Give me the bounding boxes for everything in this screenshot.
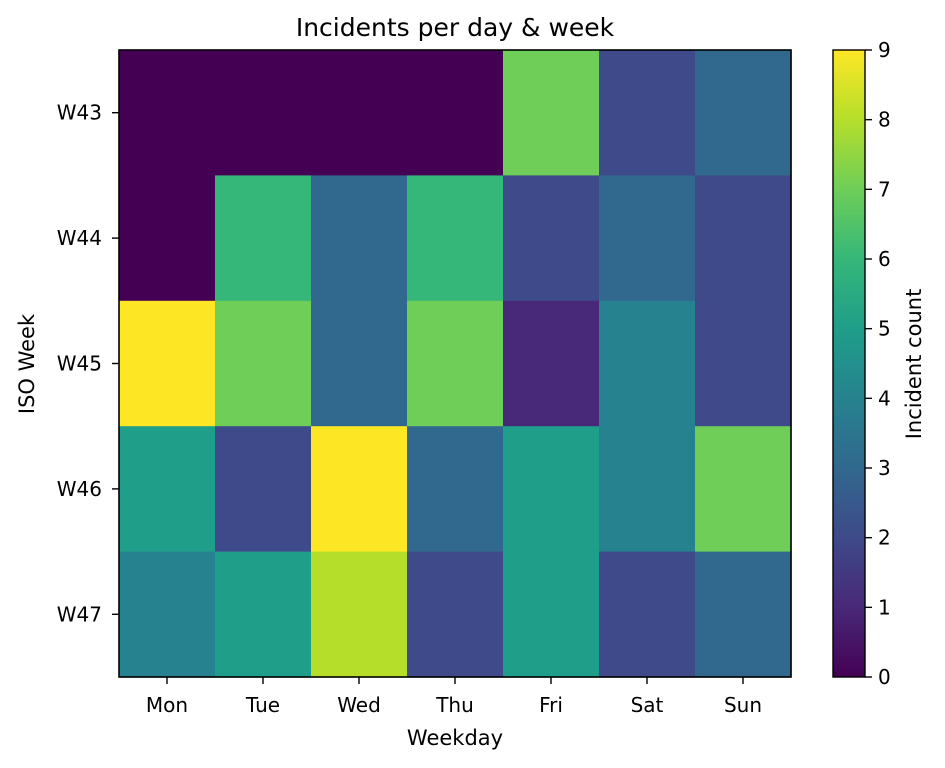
heatmap-cell — [599, 300, 696, 427]
colorbar-tick-label: 5 — [878, 317, 891, 341]
heatmap-cell — [695, 426, 792, 553]
colorbar-tick-label: 3 — [878, 456, 891, 480]
heatmap-cell — [119, 426, 216, 553]
y-tick-label: W45 — [57, 352, 102, 376]
colorbar-gradient — [832, 49, 866, 678]
heatmap-cell — [599, 426, 696, 553]
heatmap-cell — [215, 300, 312, 427]
heatmap-cell — [695, 50, 792, 176]
heatmap-cell — [215, 551, 312, 678]
heatmap-cell — [503, 551, 600, 678]
heatmap-cell — [215, 175, 312, 302]
heatmap-cell — [599, 551, 696, 678]
colorbar-tick-label: 9 — [878, 38, 891, 62]
x-tick-label: Tue — [245, 693, 280, 717]
heatmap-cell — [407, 300, 504, 427]
heatmap-cell — [503, 426, 600, 553]
heatmap-cells — [119, 50, 792, 678]
heatmap-cell — [695, 551, 792, 678]
heatmap-cell — [599, 175, 696, 302]
colorbar-tick-label: 4 — [878, 386, 891, 410]
heatmap-cell — [311, 426, 408, 553]
heatmap-cell — [215, 426, 312, 553]
heatmap-cell — [119, 175, 216, 302]
heatmap-cell — [407, 175, 504, 302]
heatmap-cell — [503, 175, 600, 302]
x-tick-label: Fri — [539, 693, 563, 717]
colorbar-ticks: 0 1 2 3 4 5 6 7 8 9 — [865, 38, 891, 689]
x-tick-label: Sun — [724, 693, 762, 717]
heatmap-cell — [215, 50, 312, 176]
heatmap-cell — [407, 426, 504, 553]
heatmap-cell — [599, 50, 696, 176]
heatmap-cell — [119, 50, 216, 176]
x-axis-label: Weekday — [407, 726, 503, 750]
heatmap-cell — [503, 50, 600, 176]
heatmap-cell — [407, 551, 504, 678]
y-tick-label: W43 — [57, 101, 102, 125]
x-tick-label: Wed — [337, 693, 381, 717]
colorbar-tick-label: 1 — [878, 595, 891, 619]
colorbar-tick-label: 7 — [878, 177, 891, 201]
colorbar-tick-label: 0 — [878, 665, 891, 689]
y-axis-label: ISO Week — [15, 313, 39, 414]
colorbar-tick-label: 6 — [878, 247, 891, 271]
heatmap-cell — [311, 50, 408, 176]
colorbar-label: Incident count — [902, 289, 926, 440]
y-tick-label: W47 — [57, 602, 102, 626]
heatmap-cell — [311, 551, 408, 678]
heatmap-cell — [119, 551, 216, 678]
heatmap-cell — [119, 300, 216, 427]
heatmap-cell — [695, 175, 792, 302]
y-tick-label: W46 — [57, 477, 102, 501]
heatmap-cell — [311, 175, 408, 302]
x-tick-label: Mon — [146, 693, 188, 717]
y-tick-label: W44 — [57, 226, 102, 250]
heatmap-cell — [503, 300, 600, 427]
colorbar: 0 1 2 3 4 5 6 7 8 9 Incident count — [832, 38, 926, 689]
colorbar-tick-label: 8 — [878, 108, 891, 132]
heatmap-cell — [407, 50, 504, 176]
x-tick-label: Thu — [435, 693, 474, 717]
chart-title: Incidents per day & week — [296, 13, 615, 42]
x-tick-label: Sat — [631, 693, 664, 717]
heatmap-cell — [695, 300, 792, 427]
colorbar-tick-label: 2 — [878, 526, 891, 550]
y-axis-ticks: W43 W44 W45 W46 W47 — [57, 101, 119, 626]
heatmap-cell — [311, 300, 408, 427]
x-axis-ticks: Mon Tue Wed Thu Fri Sat Sun — [146, 677, 762, 717]
